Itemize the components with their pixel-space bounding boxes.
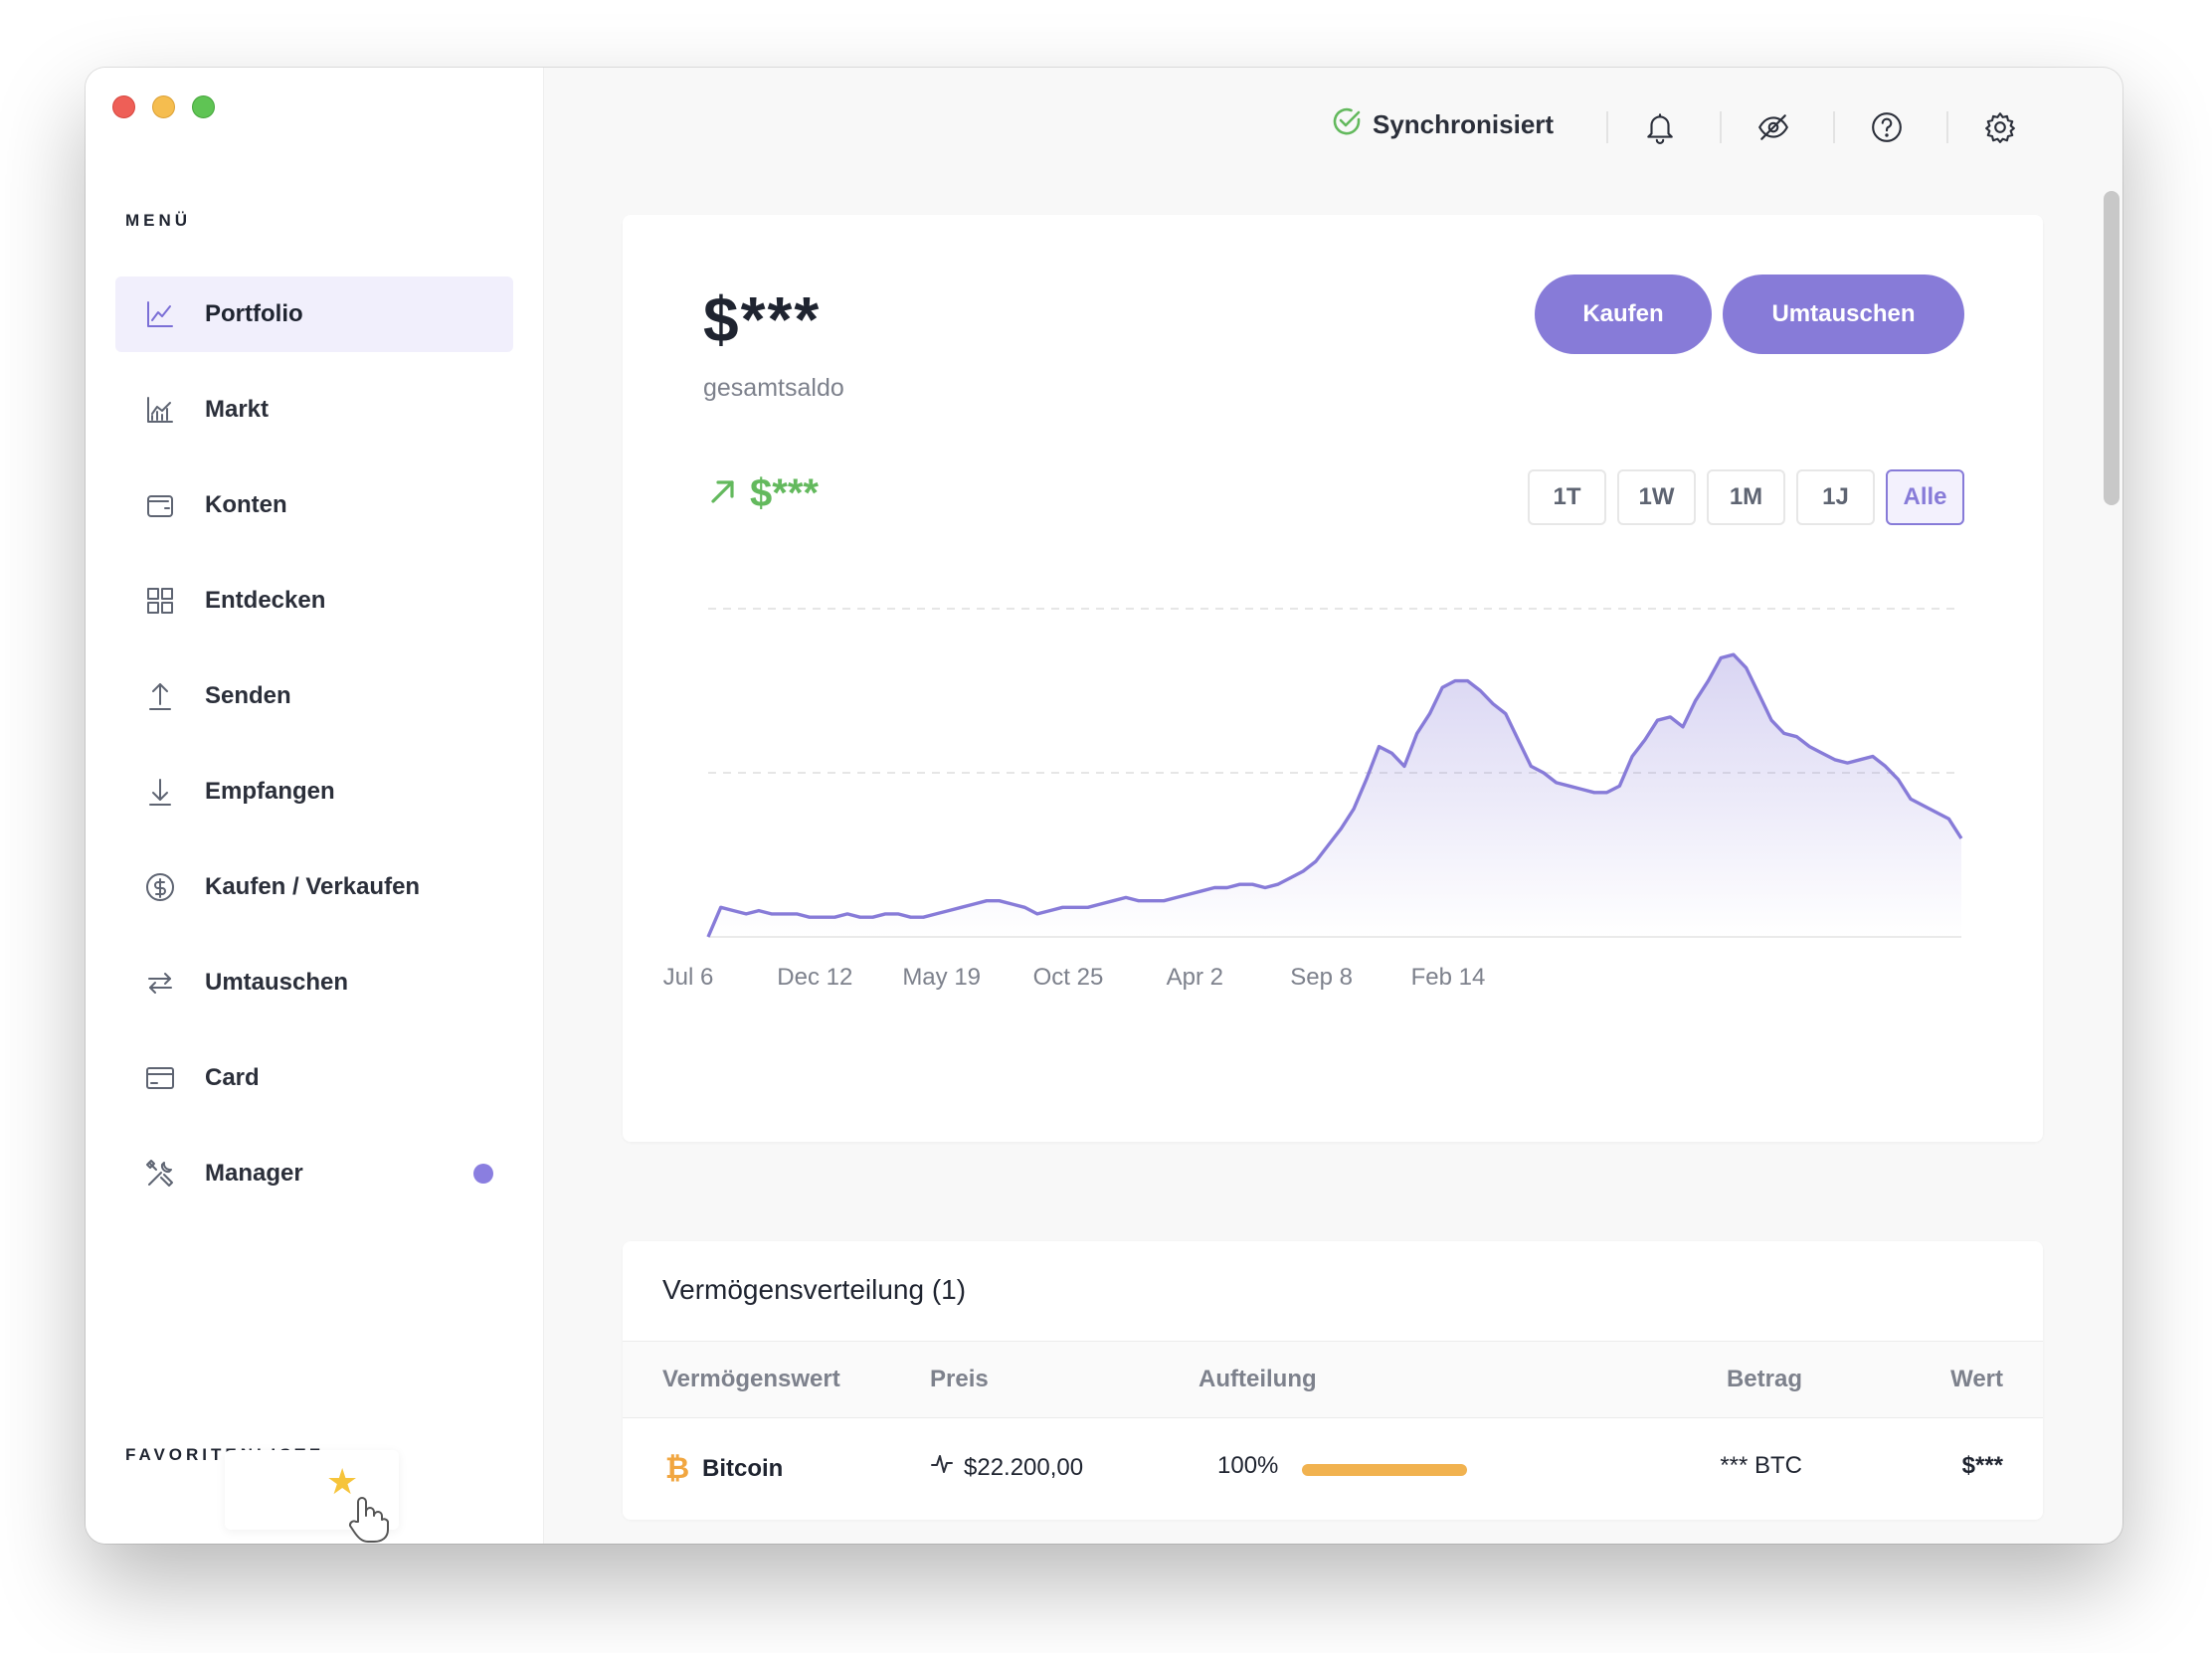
sidebar-item-label: Umtauschen bbox=[205, 969, 349, 996]
swap-button[interactable]: Umtauschen bbox=[1723, 275, 1964, 354]
range-1w-button[interactable]: 1W bbox=[1617, 469, 1696, 525]
value-cell: $*** bbox=[1961, 1452, 2003, 1479]
sidebar-item-label: Portfolio bbox=[205, 300, 303, 327]
favorites-empty-card: ★ bbox=[225, 1450, 399, 1543]
sidebar-item-card[interactable]: Card bbox=[115, 1040, 513, 1116]
table-header: Vermögenswert Preis Aufteilung Betrag We… bbox=[623, 1341, 2043, 1418]
sync-status[interactable]: Synchronisiert bbox=[1331, 105, 1554, 144]
allocation-title: Vermögensverteilung (1) bbox=[662, 1274, 967, 1305]
x-tick-label: Oct 25 bbox=[1033, 964, 1104, 991]
wallet-icon bbox=[143, 488, 177, 522]
eye-off-icon[interactable] bbox=[1753, 107, 1793, 147]
sidebar-item-manager[interactable]: Manager bbox=[115, 1136, 513, 1211]
header-value[interactable]: Wert bbox=[1950, 1366, 2003, 1392]
portfolio-chart: Jul 6 Dec 12 May 19 Oct 25 Apr 2 Sep 8 Feb 14 bbox=[663, 608, 1963, 991]
sidebar-item-umtauschen[interactable]: Umtauschen bbox=[115, 945, 513, 1020]
scrollbar[interactable] bbox=[2104, 191, 2120, 505]
divider bbox=[1946, 111, 1948, 143]
menu-title: MENÜ bbox=[125, 211, 192, 230]
header-asset[interactable]: Vermögenswert bbox=[662, 1366, 840, 1392]
header-price[interactable]: Preis bbox=[930, 1366, 989, 1392]
x-tick-label: Sep 8 bbox=[1290, 964, 1353, 991]
sidebar-item-label: Empfangen bbox=[205, 778, 335, 805]
x-tick-label: Apr 2 bbox=[1167, 964, 1223, 991]
allocation-percent: 100% bbox=[1217, 1452, 1279, 1479]
amount-cell: *** BTC bbox=[1720, 1452, 1802, 1479]
sidebar-item-label: Manager bbox=[205, 1160, 303, 1187]
maximize-window-button[interactable] bbox=[192, 95, 215, 118]
pointer-hand-icon bbox=[346, 1492, 394, 1544]
header-amount[interactable]: Betrag bbox=[1726, 1366, 1802, 1392]
chart-line-icon bbox=[143, 297, 177, 331]
notification-dot bbox=[473, 1164, 493, 1184]
price-value: $22.200,00 bbox=[964, 1453, 1084, 1481]
allocation-card: Vermögensverteilung (1) Vermögenswert Pr… bbox=[623, 1241, 2043, 1520]
help-icon[interactable] bbox=[1867, 107, 1907, 147]
sidebar-item-empfangen[interactable]: Empfangen bbox=[115, 754, 513, 829]
sidebar: MENÜ Portfolio Markt Konten bbox=[86, 68, 544, 1544]
sidebar-item-label: Senden bbox=[205, 682, 291, 709]
dollar-circle-icon bbox=[143, 870, 177, 904]
tools-icon bbox=[143, 1157, 177, 1191]
sidebar-item-label: Kaufen / Verkaufen bbox=[205, 873, 421, 900]
bitcoin-icon: ₿ bbox=[664, 1452, 690, 1485]
balance-label: gesamtsaldo bbox=[703, 374, 844, 402]
swap-icon bbox=[143, 966, 177, 1000]
grid-icon bbox=[143, 584, 177, 618]
arrow-up-icon bbox=[143, 679, 177, 713]
divider bbox=[1833, 111, 1835, 143]
chart-series-line bbox=[706, 652, 1963, 938]
buy-button[interactable]: Kaufen bbox=[1535, 275, 1712, 354]
window-controls bbox=[112, 95, 215, 118]
card-icon bbox=[143, 1061, 177, 1095]
sync-label: Synchronisiert bbox=[1373, 109, 1555, 139]
bell-icon[interactable] bbox=[1640, 107, 1680, 147]
check-circle-icon bbox=[1331, 105, 1363, 144]
sidebar-item-entdecken[interactable]: Entdecken bbox=[115, 563, 513, 639]
asset-cell: ₿ Bitcoin bbox=[662, 1452, 784, 1486]
total-balance: $*** bbox=[703, 283, 822, 355]
x-tick-label: Feb 14 bbox=[1411, 964, 1486, 991]
sidebar-item-markt[interactable]: Markt bbox=[115, 372, 513, 448]
sidebar-item-portfolio[interactable]: Portfolio bbox=[115, 276, 513, 352]
pulse-icon bbox=[930, 1452, 954, 1483]
range-1m-button[interactable]: 1M bbox=[1707, 469, 1785, 525]
range-1j-button[interactable]: 1J bbox=[1796, 469, 1875, 525]
sidebar-item-kaufen-verkaufen[interactable]: Kaufen / Verkaufen bbox=[115, 849, 513, 925]
header-allocation[interactable]: Aufteilung bbox=[1198, 1366, 1317, 1392]
sidebar-item-konten[interactable]: Konten bbox=[115, 467, 513, 543]
balance-change: $*** bbox=[708, 471, 819, 516]
range-1t-button[interactable]: 1T bbox=[1528, 469, 1606, 525]
asset-name: Bitcoin bbox=[702, 1455, 784, 1482]
sidebar-item-label: Card bbox=[205, 1064, 260, 1091]
allocation-bar bbox=[1302, 1464, 1467, 1476]
app-window: MENÜ Portfolio Markt Konten bbox=[86, 68, 2122, 1544]
table-row[interactable]: ₿ Bitcoin $22.200,00 100% *** BTC $*** bbox=[623, 1418, 2043, 1518]
x-tick-label: May 19 bbox=[902, 964, 981, 991]
close-window-button[interactable] bbox=[112, 95, 135, 118]
sidebar-item-label: Entdecken bbox=[205, 587, 326, 614]
time-range-selector: 1T 1W 1M 1J Alle bbox=[1528, 469, 1964, 525]
price-cell: $22.200,00 bbox=[930, 1452, 1083, 1483]
chart-area-fill bbox=[708, 654, 1961, 937]
change-value: $*** bbox=[750, 471, 819, 515]
x-tick-label: Dec 12 bbox=[777, 964, 852, 991]
arrow-down-icon bbox=[143, 775, 177, 809]
top-bar: Synchronisiert bbox=[544, 68, 2122, 187]
sidebar-item-label: Konten bbox=[205, 491, 287, 518]
minimize-window-button[interactable] bbox=[152, 95, 175, 118]
sidebar-item-senden[interactable]: Senden bbox=[115, 658, 513, 734]
divider bbox=[1606, 111, 1608, 143]
range-alle-button[interactable]: Alle bbox=[1886, 469, 1964, 525]
sidebar-nav: Portfolio Markt Konten Entdecken bbox=[115, 276, 513, 1231]
market-chart-icon bbox=[143, 393, 177, 427]
divider bbox=[1720, 111, 1722, 143]
portfolio-card: $*** gesamtsaldo Kaufen Umtauschen $*** … bbox=[623, 215, 2043, 1142]
gear-icon[interactable] bbox=[1980, 107, 2020, 147]
trend-up-icon bbox=[708, 471, 738, 516]
x-tick-label: Jul 6 bbox=[663, 964, 714, 991]
star-icon: ★ bbox=[326, 1461, 359, 1502]
sidebar-item-label: Markt bbox=[205, 396, 270, 423]
